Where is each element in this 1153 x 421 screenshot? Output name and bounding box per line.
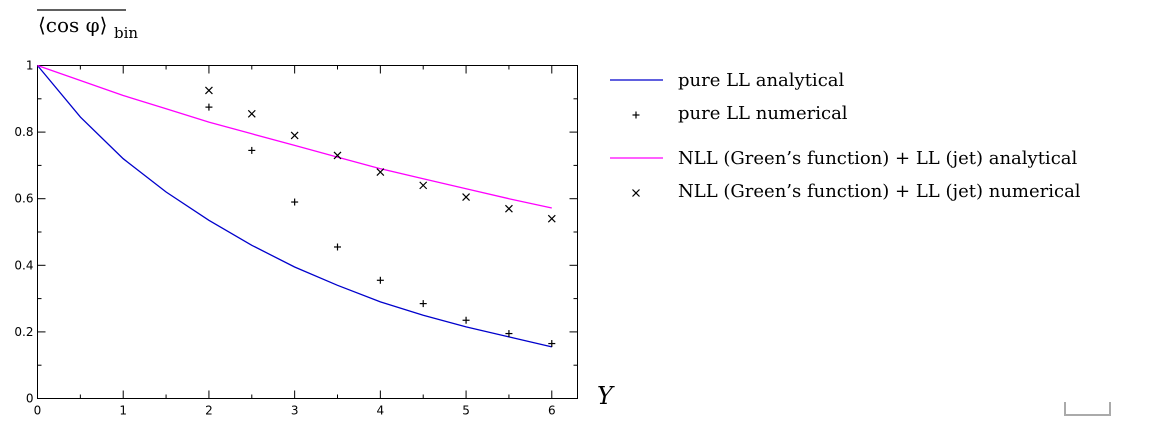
y-tick-label: 0.4	[14, 258, 33, 272]
series-point-1	[248, 146, 256, 154]
y-axis-label-subscript: bin	[114, 24, 138, 42]
legend-label-3: NLL (Green’s function) + LL (jet) numeri…	[678, 181, 1081, 202]
series-line-2	[37, 64, 552, 209]
x-tick-label: 1	[119, 404, 127, 418]
series-point-1	[205, 103, 213, 111]
series-point-3	[505, 204, 513, 213]
legend-swatch-3	[632, 189, 640, 197]
legend-label-1: pure LL numerical	[678, 103, 848, 124]
x-tick-label: 2	[205, 404, 213, 418]
y-tick-label: 1	[26, 59, 34, 73]
axis-tick-labels: 0 1 2 3 4 5 6 0 0.2 0.4 0.6 0.8 1	[14, 59, 555, 418]
x-tick-label: 4	[377, 404, 385, 418]
y-tick-label: 0.8	[14, 125, 33, 139]
series-layer	[37, 64, 556, 348]
series-point-1	[548, 340, 556, 348]
series-point-3	[333, 151, 342, 160]
legend-label-2: NLL (Green’s function) + LL (jet) analyt…	[678, 148, 1078, 169]
corner-bracket-icon	[1064, 402, 1111, 416]
axis-ticks	[37, 65, 578, 399]
series-point-1	[462, 316, 470, 324]
x-tick-label: 0	[34, 404, 42, 418]
legend-label-0: pure LL analytical	[678, 70, 845, 91]
series-point-3	[547, 214, 556, 223]
series-point-3	[419, 181, 428, 190]
x-tick-label: 6	[548, 404, 556, 418]
y-axis-label: ⟨cos φ⟩	[38, 13, 107, 37]
legend: pure LL analytical pure LL numerical NLL (…	[610, 70, 1081, 202]
series-point-3	[247, 109, 256, 118]
series-point-3	[376, 168, 385, 176]
y-tick-label: 0	[26, 392, 34, 406]
series-point-1	[376, 276, 384, 284]
x-tick-label: 5	[462, 404, 470, 418]
x-tick-label: 3	[291, 404, 299, 418]
series-point-1	[334, 243, 341, 251]
x-axis-label: Y	[597, 382, 615, 410]
plot-frame	[37, 65, 578, 399]
series-point-1	[419, 300, 427, 308]
legend-swatch-1	[632, 111, 640, 119]
series-point-3	[290, 131, 299, 140]
y-tick-label: 0.2	[14, 325, 33, 339]
series-point-1	[505, 330, 513, 338]
series-point-3	[205, 86, 213, 95]
series-point-1	[291, 198, 299, 206]
series-point-3	[462, 193, 470, 201]
y-tick-label: 0.6	[14, 192, 33, 206]
series-line-0	[37, 65, 552, 348]
